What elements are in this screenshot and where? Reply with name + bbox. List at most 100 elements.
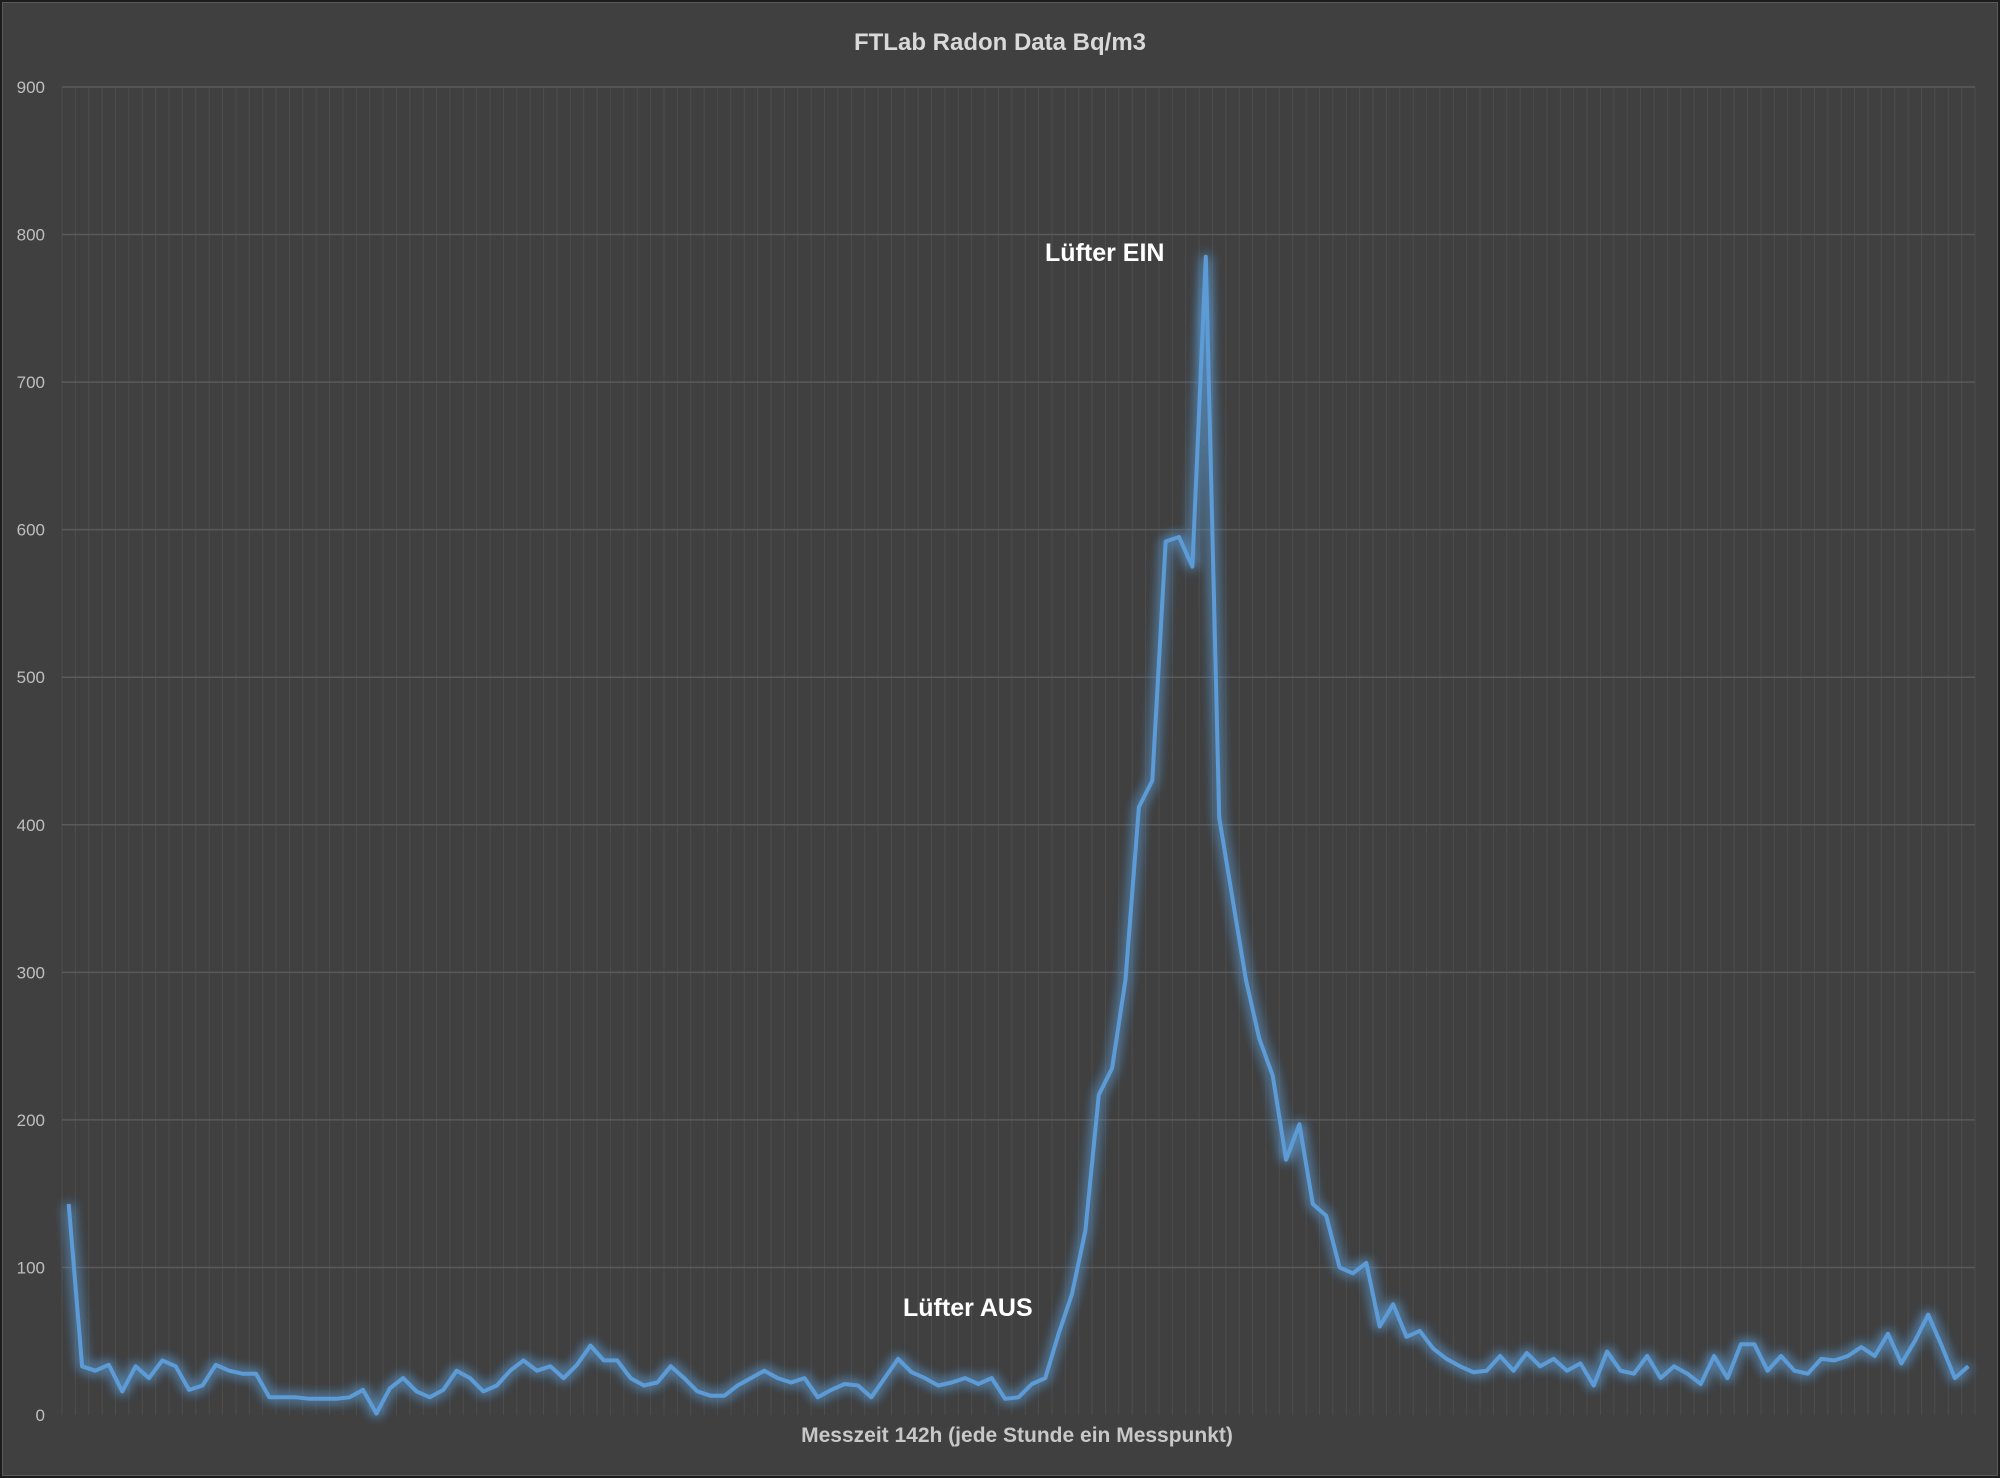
data-point — [1779, 1354, 1783, 1358]
data-point — [227, 1369, 231, 1373]
data-point — [1819, 1357, 1823, 1361]
data-point — [80, 1364, 84, 1368]
data-point — [241, 1372, 245, 1376]
data-point — [535, 1369, 539, 1373]
data-point — [896, 1357, 900, 1361]
data-point — [481, 1389, 485, 1393]
data-point — [1605, 1350, 1609, 1354]
data-point — [428, 1395, 432, 1399]
data-point — [1806, 1372, 1810, 1376]
y-tick-label: 900 — [17, 78, 45, 97]
data-point — [361, 1388, 365, 1392]
data-point — [1257, 1037, 1261, 1041]
data-point — [1284, 1158, 1288, 1162]
data-point — [147, 1376, 151, 1380]
data-point — [1190, 565, 1194, 569]
data-point — [1164, 540, 1168, 544]
data-point — [1752, 1342, 1756, 1346]
data-point — [348, 1395, 352, 1399]
data-point — [1217, 815, 1221, 819]
data-point — [1431, 1347, 1435, 1351]
data-point — [776, 1376, 780, 1380]
data-point — [67, 1202, 71, 1206]
data-point — [1899, 1361, 1903, 1365]
data-point — [1792, 1369, 1796, 1373]
data-point — [388, 1386, 392, 1390]
data-point — [856, 1384, 860, 1388]
data-point — [1070, 1292, 1074, 1296]
x-axis-label: Messzeit 142h (jede Stunde ein Messpunkt… — [801, 1424, 1233, 1447]
chart-svg: FTLab Radon Data Bq/m3 0 100 200 300 400 500 6… — [17, 29, 1976, 1447]
data-point — [1632, 1372, 1636, 1376]
data-point — [722, 1394, 726, 1398]
data-point — [843, 1382, 847, 1386]
data-point — [267, 1395, 271, 1399]
data-point — [883, 1376, 887, 1380]
data-point — [174, 1364, 178, 1368]
data-point — [548, 1364, 552, 1368]
data-point — [1177, 535, 1181, 539]
data-point — [1859, 1345, 1863, 1349]
data-point — [1324, 1214, 1328, 1218]
data-point — [308, 1397, 312, 1401]
data-point — [1926, 1313, 1930, 1317]
data-point — [1565, 1369, 1569, 1373]
data-point — [762, 1369, 766, 1373]
data-point — [642, 1384, 646, 1388]
data-point — [1204, 255, 1208, 259]
data-point — [294, 1395, 298, 1399]
data-point — [1953, 1376, 1957, 1380]
data-point — [976, 1382, 980, 1386]
data-point — [1124, 978, 1128, 982]
data-point — [1110, 1066, 1114, 1070]
data-point — [1137, 805, 1141, 809]
data-point — [1485, 1369, 1489, 1373]
data-point — [1097, 1093, 1101, 1097]
data-point — [1672, 1364, 1676, 1368]
data-point — [1645, 1354, 1649, 1358]
data-point — [1886, 1332, 1890, 1336]
data-point — [1231, 897, 1235, 901]
data-point — [1030, 1382, 1034, 1386]
y-tick-label: 800 — [17, 226, 45, 245]
data-point — [562, 1376, 566, 1380]
data-point — [1057, 1332, 1061, 1336]
data-point — [1592, 1384, 1596, 1388]
data-point — [201, 1384, 205, 1388]
data-point — [963, 1376, 967, 1380]
data-point — [1619, 1369, 1623, 1373]
y-tick-label: 400 — [17, 816, 45, 835]
data-point — [1578, 1361, 1582, 1365]
data-point — [187, 1388, 191, 1392]
data-point — [1271, 1074, 1275, 1078]
data-point — [401, 1376, 405, 1380]
data-point — [1244, 978, 1248, 982]
annotations: Lüfter EIN Lüfter AUS — [903, 239, 1164, 1322]
data-point — [441, 1388, 445, 1392]
data-point — [1378, 1325, 1382, 1329]
minor-gridlines — [61, 87, 1976, 1415]
data-point — [321, 1397, 325, 1401]
data-point — [1712, 1354, 1716, 1358]
data-point — [281, 1395, 285, 1399]
major-gridlines — [62, 86, 1975, 1269]
data-point — [736, 1384, 740, 1388]
data-point — [655, 1381, 659, 1385]
data-point — [575, 1363, 579, 1367]
data-point — [950, 1381, 954, 1385]
data-point — [1525, 1351, 1529, 1355]
data-point — [1873, 1354, 1877, 1358]
data-point — [1512, 1369, 1516, 1373]
data-point — [1017, 1395, 1021, 1399]
data-point — [1364, 1261, 1368, 1265]
y-tick-label: 300 — [17, 963, 45, 982]
chart-title: FTLab Radon Data Bq/m3 — [854, 29, 1146, 56]
data-point — [789, 1381, 793, 1385]
data-point — [254, 1372, 258, 1376]
data-point — [1538, 1364, 1542, 1368]
data-point — [588, 1344, 592, 1348]
data-point — [214, 1363, 218, 1367]
y-axis-tick-labels: 0 100 200 300 400 500 600 700 800 900 — [17, 78, 45, 1425]
data-point — [1726, 1376, 1730, 1380]
